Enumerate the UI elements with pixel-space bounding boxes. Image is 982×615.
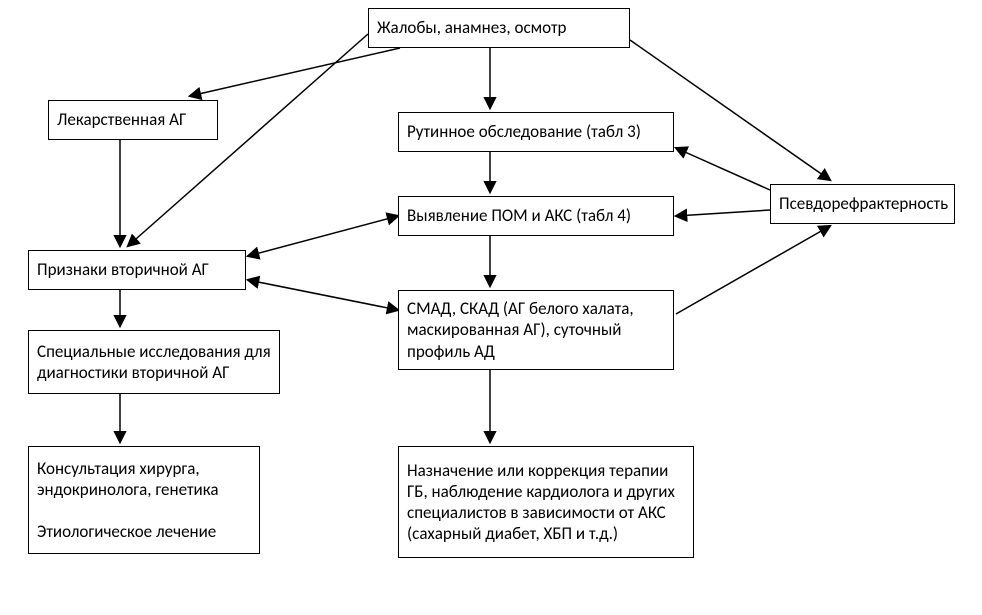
- node-drug-ag: Лекарственная АГ: [48, 100, 218, 140]
- node-label: Признаки вторичной АГ: [37, 259, 209, 280]
- node-routine: Рутинное обследование (табл 3): [398, 112, 674, 152]
- node-therapy: Назначение или коррекция терапии ГБ, наб…: [398, 446, 694, 558]
- edge-pseudo-to-routine: [676, 148, 770, 190]
- node-label: Назначение или коррекция терапии ГБ, наб…: [407, 460, 685, 545]
- node-consult: Консультация хирурга, эндокринолога, ген…: [28, 446, 260, 554]
- node-special: Специальные исследования для диагностики…: [28, 330, 280, 394]
- edge-smad-to-pseudo: [676, 226, 830, 314]
- node-label: Псевдорефрактерность: [779, 193, 948, 214]
- node-label: СМАД, СКАД (АГ белого халата, маскирован…: [407, 298, 665, 362]
- node-pseudo: Псевдорефрактерность: [770, 184, 955, 224]
- edge-secondary-to-smad: [248, 280, 398, 310]
- edge-pseudo-to-pom_aks: [676, 210, 770, 216]
- node-label: Специальные исследования для диагностики…: [37, 341, 271, 384]
- node-smad: СМАД, СКАД (АГ белого халата, маскирован…: [398, 290, 674, 370]
- node-root: Жалобы, анамнез, осмотр: [368, 8, 630, 48]
- edge-root-to-drug_ag: [190, 48, 400, 96]
- node-pom-aks: Выявление ПОМ и АКС (табл 4): [398, 196, 674, 236]
- edge-root-to-pseudo: [630, 40, 830, 180]
- node-label: Консультация хирурга, эндокринолога, ген…: [37, 458, 251, 543]
- node-label: Лекарственная АГ: [57, 109, 186, 130]
- node-label: Выявление ПОМ и АКС (табл 4): [407, 205, 631, 226]
- edge-root-to-secondary: [128, 34, 368, 246]
- node-secondary: Признаки вторичной АГ: [28, 250, 246, 290]
- node-label: Жалобы, анамнез, осмотр: [377, 17, 567, 38]
- node-label: Рутинное обследование (табл 3): [407, 121, 641, 142]
- flowchart-canvas: Жалобы, анамнез, осмотр Лекарственная АГ…: [0, 0, 982, 615]
- edge-pom_aks-to-secondary: [248, 216, 398, 256]
